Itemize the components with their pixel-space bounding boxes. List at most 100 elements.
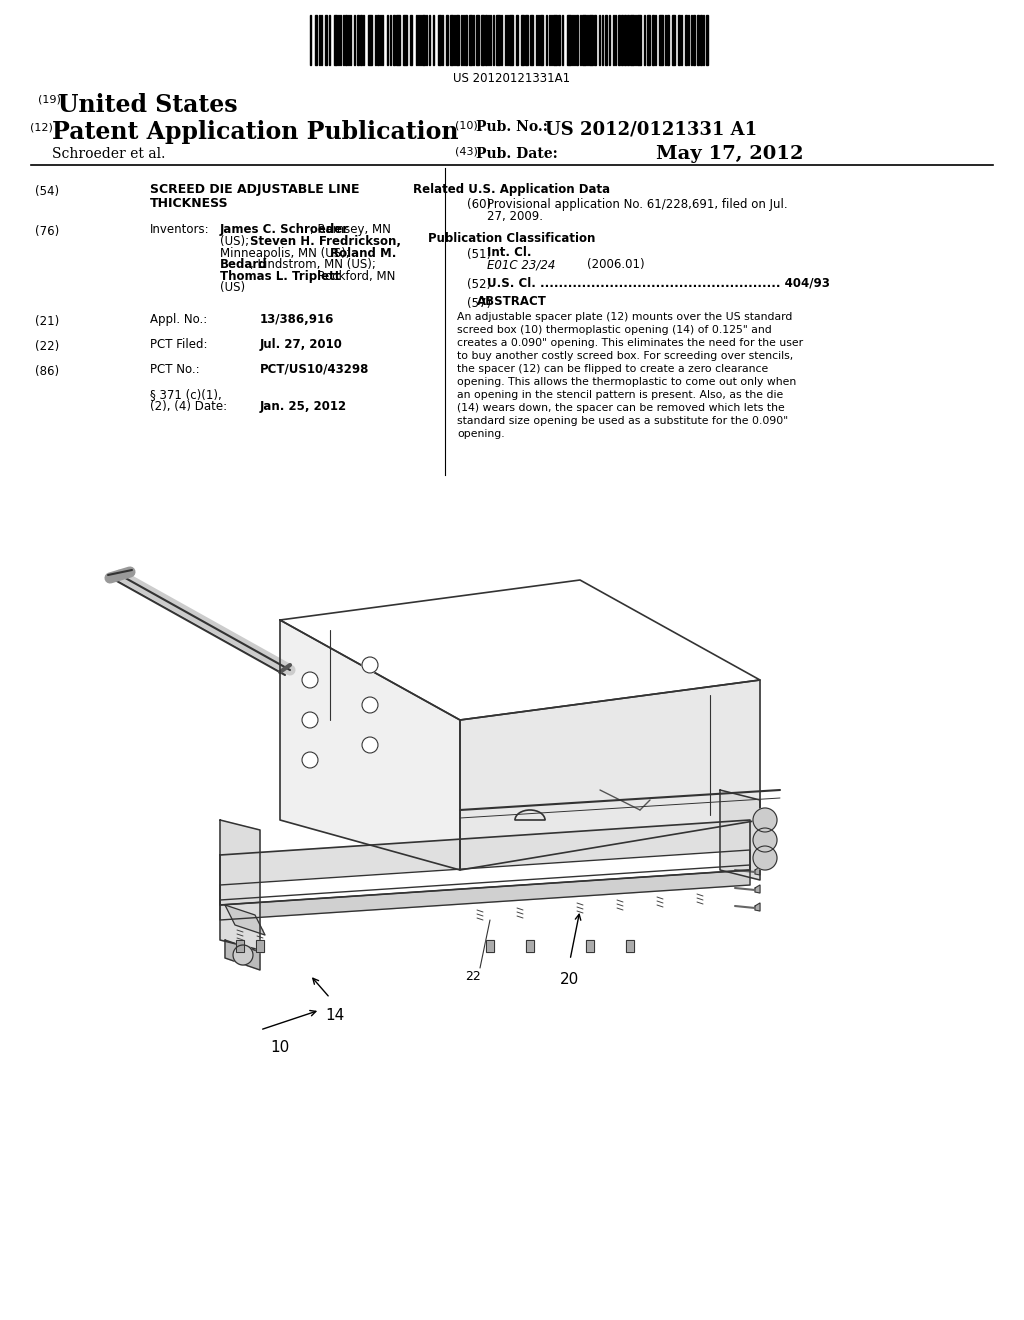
Text: ABSTRACT: ABSTRACT	[477, 294, 547, 308]
Text: Pub. No.:: Pub. No.:	[476, 120, 548, 135]
Bar	[368, 15, 372, 65]
Circle shape	[362, 657, 378, 673]
Bar	[403, 15, 407, 65]
Bar	[456, 15, 459, 65]
Bar	[540, 15, 543, 65]
Text: the spacer (12) can be flipped to create a zero clearance: the spacer (12) can be flipped to create…	[457, 364, 768, 374]
Text: PCT No.:: PCT No.:	[150, 363, 200, 376]
Text: Schroeder et al.: Schroeder et al.	[52, 147, 165, 161]
Text: , Ramsey, MN: , Ramsey, MN	[310, 223, 391, 236]
Text: U.S. Cl. .................................................... 404/93: U.S. Cl. ...............................…	[487, 276, 829, 289]
Bar	[526, 940, 534, 952]
Text: May 17, 2012: May 17, 2012	[656, 145, 804, 162]
Bar	[315, 15, 317, 65]
Bar	[685, 15, 687, 65]
Polygon shape	[225, 906, 265, 935]
Text: An adjustable spacer plate (12) mounts over the US standard: An adjustable spacer plate (12) mounts o…	[457, 312, 793, 322]
Bar	[582, 15, 586, 65]
Bar	[377, 15, 379, 65]
Text: Bedard: Bedard	[220, 257, 267, 271]
Bar	[667, 15, 669, 65]
Bar	[325, 15, 327, 65]
Text: (76): (76)	[35, 224, 59, 238]
Text: THICKNESS: THICKNESS	[150, 197, 228, 210]
Bar	[486, 940, 494, 952]
Bar	[706, 15, 708, 65]
Circle shape	[753, 828, 777, 851]
Text: Int. Cl.: Int. Cl.	[487, 246, 531, 259]
Bar	[647, 15, 650, 65]
Bar	[476, 15, 479, 65]
Bar	[589, 15, 593, 65]
Polygon shape	[755, 903, 760, 911]
Bar	[345, 15, 347, 65]
Circle shape	[233, 945, 253, 965]
Text: US 20120121331A1: US 20120121331A1	[454, 73, 570, 84]
Text: (43): (43)	[455, 147, 478, 157]
Bar	[360, 15, 362, 65]
Polygon shape	[755, 867, 760, 875]
Bar	[485, 15, 487, 65]
Circle shape	[362, 737, 378, 752]
Bar	[256, 940, 264, 952]
Bar	[236, 940, 244, 952]
Bar	[422, 15, 425, 65]
Bar	[586, 940, 594, 952]
Circle shape	[753, 846, 777, 870]
Circle shape	[302, 711, 318, 729]
Text: (52): (52)	[467, 279, 492, 290]
Bar	[621, 15, 623, 65]
Bar	[553, 15, 557, 65]
Bar	[693, 15, 695, 65]
Text: (51): (51)	[467, 248, 492, 261]
Bar	[334, 15, 337, 65]
Polygon shape	[280, 579, 760, 719]
Text: (21): (21)	[35, 315, 59, 327]
Text: (19): (19)	[38, 95, 60, 106]
Bar	[521, 15, 524, 65]
Text: Thomas L. Triplett: Thomas L. Triplett	[220, 271, 340, 282]
Text: PCT Filed:: PCT Filed:	[150, 338, 208, 351]
Circle shape	[753, 808, 777, 832]
Bar	[481, 15, 484, 65]
Bar	[509, 15, 513, 65]
Bar	[530, 15, 534, 65]
Text: (10): (10)	[455, 120, 478, 129]
Text: Provisional application No. 61/228,691, filed on Jul.: Provisional application No. 61/228,691, …	[487, 198, 787, 211]
Bar	[672, 15, 675, 65]
Text: United States: United States	[58, 92, 238, 117]
Text: , Lindstrom, MN (US);: , Lindstrom, MN (US);	[250, 257, 376, 271]
Bar	[575, 15, 578, 65]
Circle shape	[302, 672, 318, 688]
Text: to buy another costly screed box. For screeding over stencils,: to buy another costly screed box. For sc…	[457, 351, 794, 360]
Text: (US): (US)	[220, 281, 245, 294]
Bar	[605, 15, 607, 65]
Bar	[496, 15, 500, 65]
Text: an opening in the stencil pattern is present. Also, as the die: an opening in the stencil pattern is pre…	[457, 389, 783, 400]
Text: (12): (12)	[30, 123, 53, 133]
Text: Related U.S. Application Data: Related U.S. Application Data	[414, 183, 610, 195]
Text: Steven H. Fredrickson,: Steven H. Fredrickson,	[250, 235, 401, 248]
Text: Publication Classification: Publication Classification	[428, 232, 596, 246]
Text: Inventors:: Inventors:	[150, 223, 210, 236]
Bar	[626, 940, 634, 952]
Bar	[627, 15, 629, 65]
Bar	[438, 15, 441, 65]
Bar	[630, 15, 634, 65]
Text: opening. This allows the thermoplastic to come out only when: opening. This allows the thermoplastic t…	[457, 378, 797, 387]
Text: opening.: opening.	[457, 429, 505, 440]
Bar	[469, 15, 472, 65]
Text: (57): (57)	[467, 297, 492, 310]
Text: US 2012/0121331 A1: US 2012/0121331 A1	[545, 120, 757, 139]
Circle shape	[362, 697, 378, 713]
Text: Jul. 27, 2010: Jul. 27, 2010	[260, 338, 343, 351]
Bar	[567, 15, 571, 65]
Text: Jan. 25, 2012: Jan. 25, 2012	[260, 400, 347, 413]
Bar	[236, 940, 244, 952]
Bar	[446, 15, 449, 65]
Bar	[396, 15, 400, 65]
Bar	[637, 15, 641, 65]
Bar	[256, 940, 264, 952]
Text: 13/386,916: 13/386,916	[260, 313, 335, 326]
Bar	[618, 15, 620, 65]
